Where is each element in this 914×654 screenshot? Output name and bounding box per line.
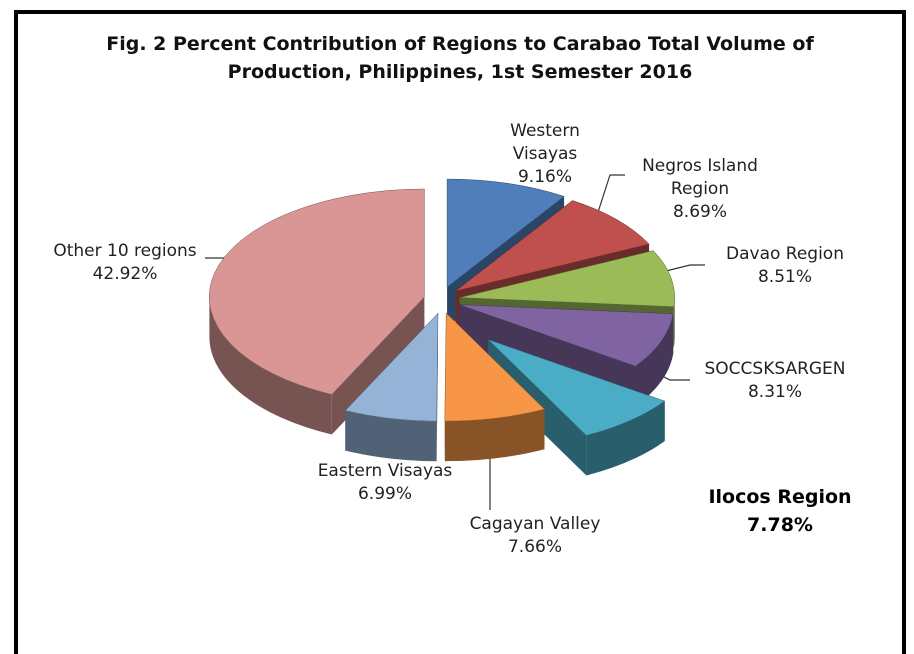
- slice-side: [635, 313, 674, 407]
- slice-side: [444, 409, 545, 462]
- slice-side: [673, 297, 675, 347]
- data-label: SOCCSKSARGEN 8.31%: [685, 358, 865, 404]
- category-label: Western Visayas: [510, 121, 580, 164]
- category-label: Negros Island Region: [642, 156, 758, 199]
- data-label: Western Visayas 9.16%: [490, 120, 600, 189]
- data-label: Cagayan Valley 7.66%: [450, 513, 620, 559]
- category-label: Eastern Visayas: [317, 461, 453, 481]
- slice: [458, 304, 674, 367]
- data-label: Davao Region 8.51%: [705, 243, 865, 289]
- data-label: Other 10 regions 42.92%: [35, 240, 215, 286]
- value-label: 6.99%: [357, 484, 412, 504]
- data-label: Negros Island Region 8.69%: [640, 155, 760, 224]
- slice-side: [586, 401, 665, 476]
- frame: [14, 10, 906, 654]
- category-label: Ilocos Region: [708, 486, 852, 508]
- slice: [209, 188, 425, 395]
- chart-title: Fig. 2 Percent Contribution of Regions t…: [106, 33, 814, 83]
- value-label: 9.16%: [517, 167, 572, 187]
- slice: [487, 339, 666, 436]
- category-label: SOCCSKSARGEN: [704, 359, 846, 379]
- value-label: 8.69%: [672, 202, 727, 222]
- slice: [459, 250, 675, 307]
- slice: [444, 312, 545, 422]
- data-label: Ilocos Region 7.78%: [690, 483, 870, 539]
- value-label: 7.66%: [507, 537, 562, 557]
- data-label: Eastern Visayas 6.99%: [295, 460, 475, 506]
- slice-side: [209, 297, 332, 435]
- value-label: 8.51%: [757, 267, 812, 287]
- category-label: Davao Region: [726, 244, 844, 264]
- value-label: 8.31%: [747, 382, 802, 402]
- category-label: Other 10 regions: [53, 241, 197, 261]
- slice-side: [345, 410, 437, 462]
- value-label: 42.92%: [92, 264, 158, 284]
- slice: [455, 200, 650, 292]
- slice: [344, 312, 439, 422]
- category-label: Cagayan Valley: [469, 514, 601, 534]
- slice: [446, 178, 565, 288]
- value-label: 7.78%: [747, 514, 813, 536]
